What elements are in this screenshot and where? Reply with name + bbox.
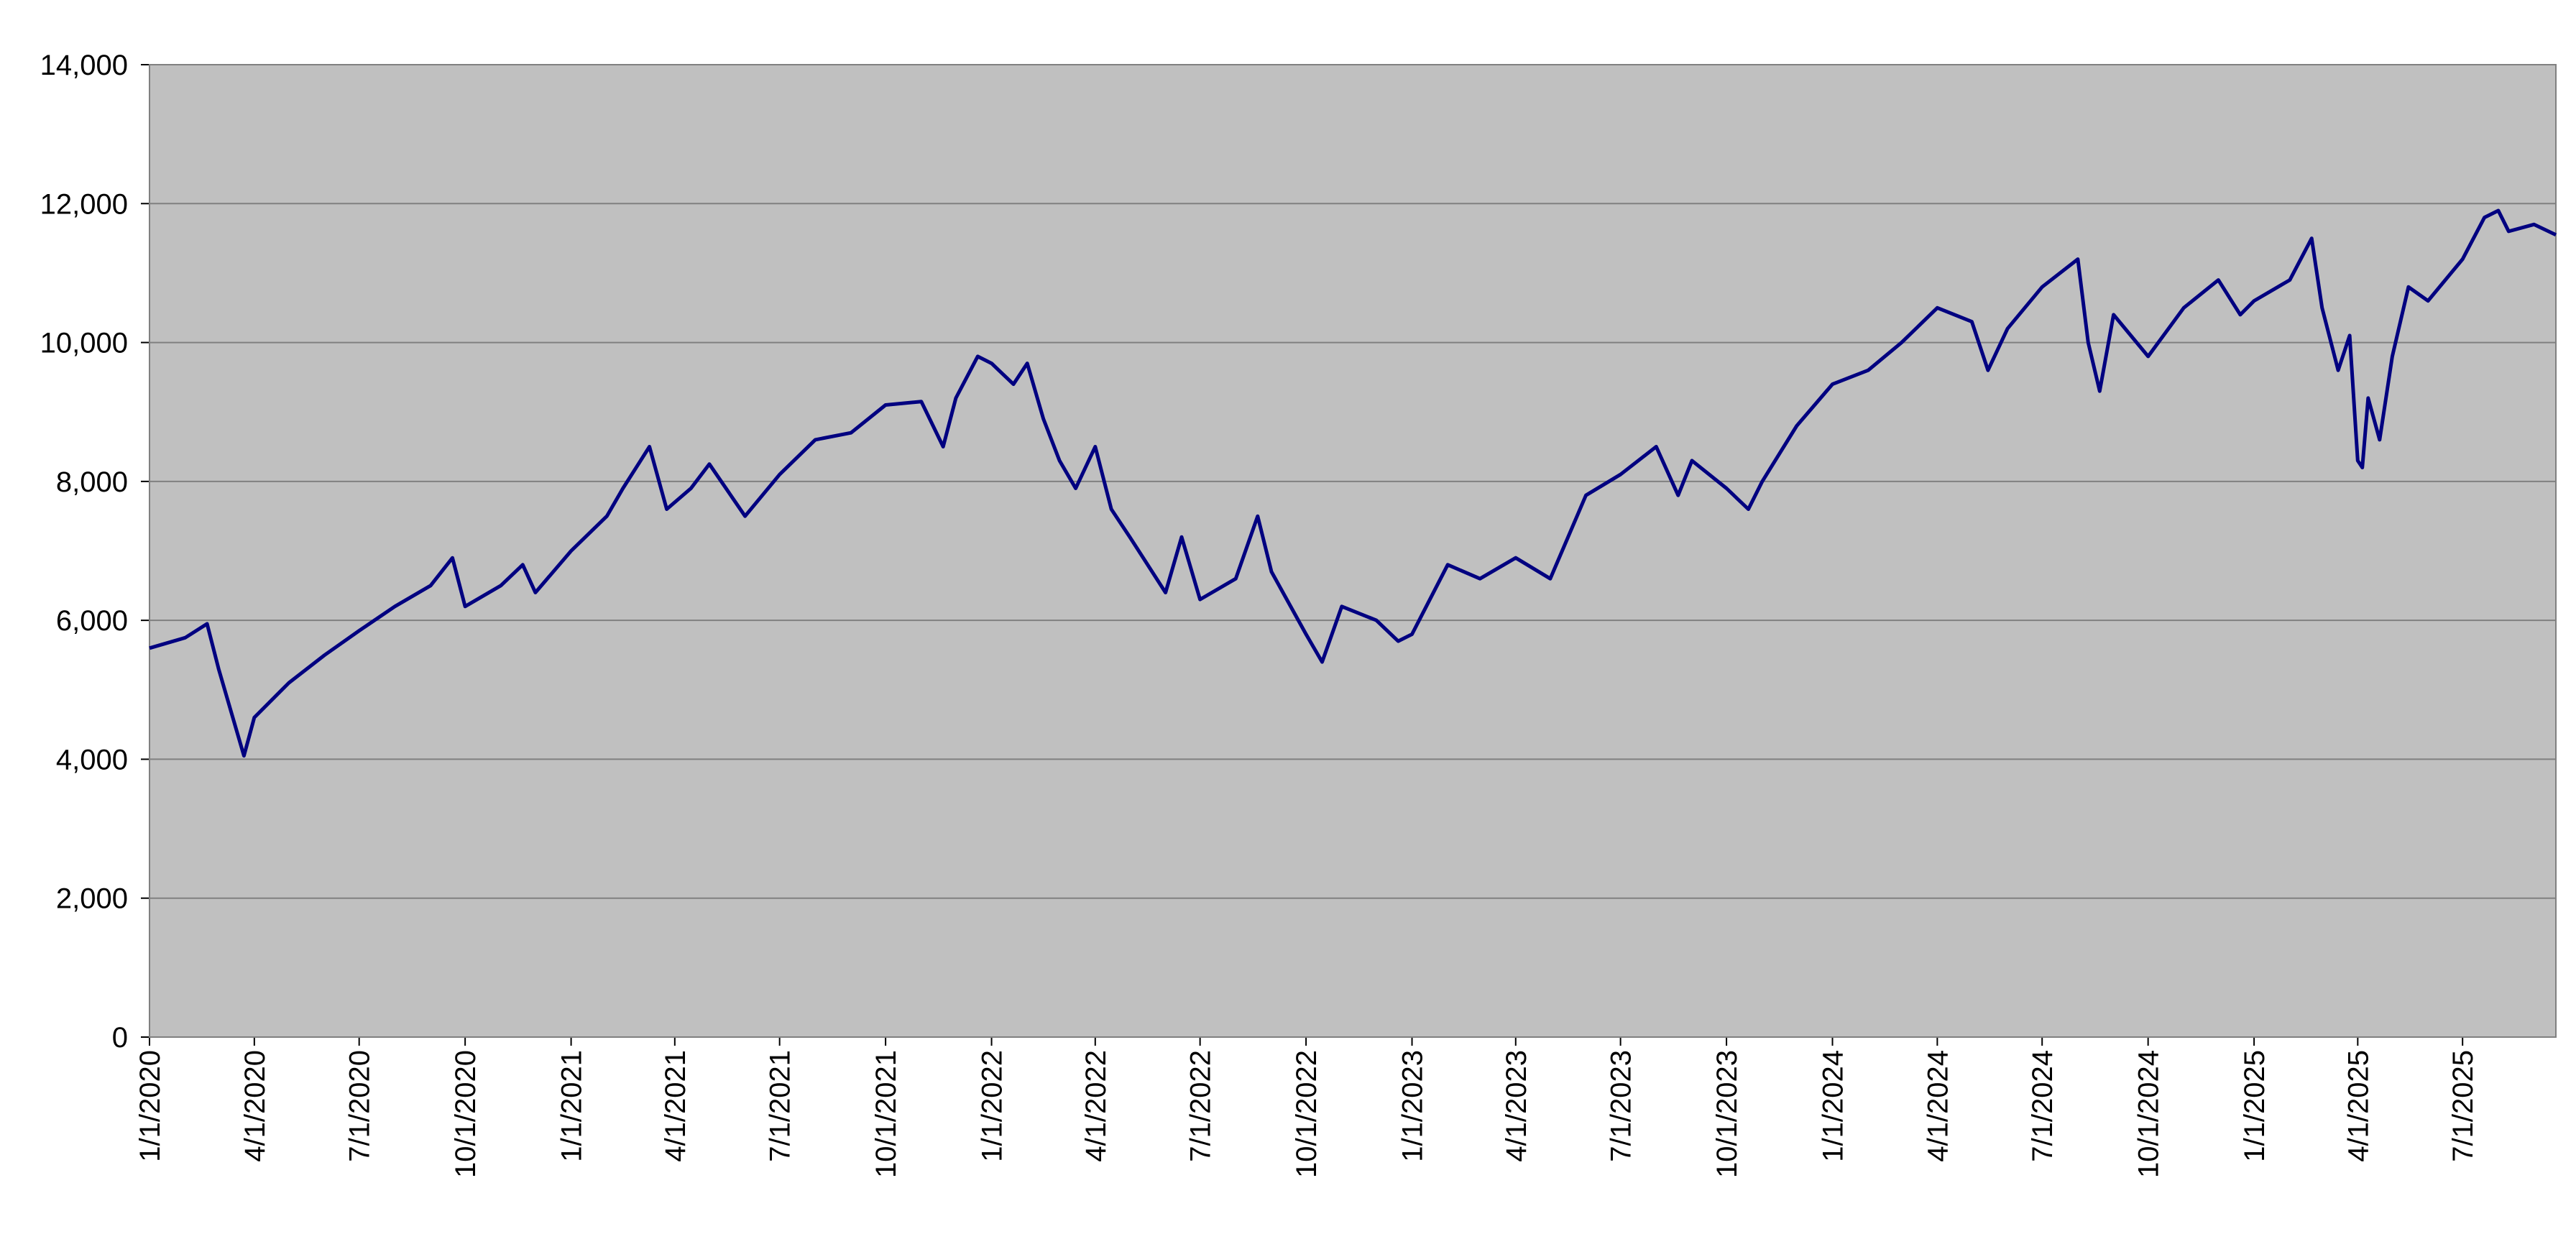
x-tick-label: 4/1/2021	[660, 1050, 691, 1162]
x-tick-label: 1/1/2024	[1818, 1050, 1849, 1162]
x-tick-label: 4/1/2025	[2342, 1050, 2374, 1162]
x-tick-label: 10/1/2020	[450, 1050, 482, 1178]
x-tick-label: 1/1/2021	[556, 1050, 588, 1162]
series-line	[149, 208, 2557, 758]
y-tick-label: 8,000	[56, 466, 128, 498]
x-tick-label: 4/1/2023	[1501, 1050, 1532, 1162]
x-tick-label: 1/1/2022	[977, 1050, 1008, 1162]
x-tick-label: 7/1/2024	[2027, 1050, 2058, 1162]
x-tick-label: 4/1/2022	[1080, 1050, 1112, 1162]
x-tick-label: 1/1/2025	[2239, 1050, 2271, 1162]
x-tick-label: 7/1/2023	[1606, 1050, 1637, 1162]
x-tick-label: 4/1/2024	[1922, 1050, 1954, 1162]
x-tick-label: 7/1/2022	[1185, 1050, 1217, 1162]
y-tick-label: 14,000	[40, 50, 128, 81]
plot-border	[149, 64, 2557, 1038]
y-tick-label: 4,000	[56, 744, 128, 775]
y-tick-label: 6,000	[56, 605, 128, 637]
x-tick-label: 7/1/2025	[2447, 1050, 2479, 1162]
y-tick-label: 2,000	[56, 883, 128, 915]
x-tick-label: 4/1/2020	[239, 1050, 271, 1162]
x-tick-label: 7/1/2020	[344, 1050, 376, 1162]
y-tick-label: 0	[112, 1022, 128, 1054]
x-tick-label: 1/1/2023	[1397, 1050, 1429, 1162]
y-tick-label: 10,000	[40, 328, 128, 359]
x-tick-label: 7/1/2021	[765, 1050, 796, 1162]
x-tick-label: 10/1/2021	[870, 1050, 902, 1178]
plot-area	[150, 65, 2556, 1037]
x-tick-label: 10/1/2024	[2133, 1050, 2165, 1178]
x-tick-label: 1/1/2020	[134, 1050, 166, 1162]
x-tick-label: 10/1/2023	[1711, 1050, 1743, 1178]
x-tick-label: 10/1/2022	[1291, 1050, 1322, 1178]
y-tick-label: 12,000	[40, 188, 128, 220]
